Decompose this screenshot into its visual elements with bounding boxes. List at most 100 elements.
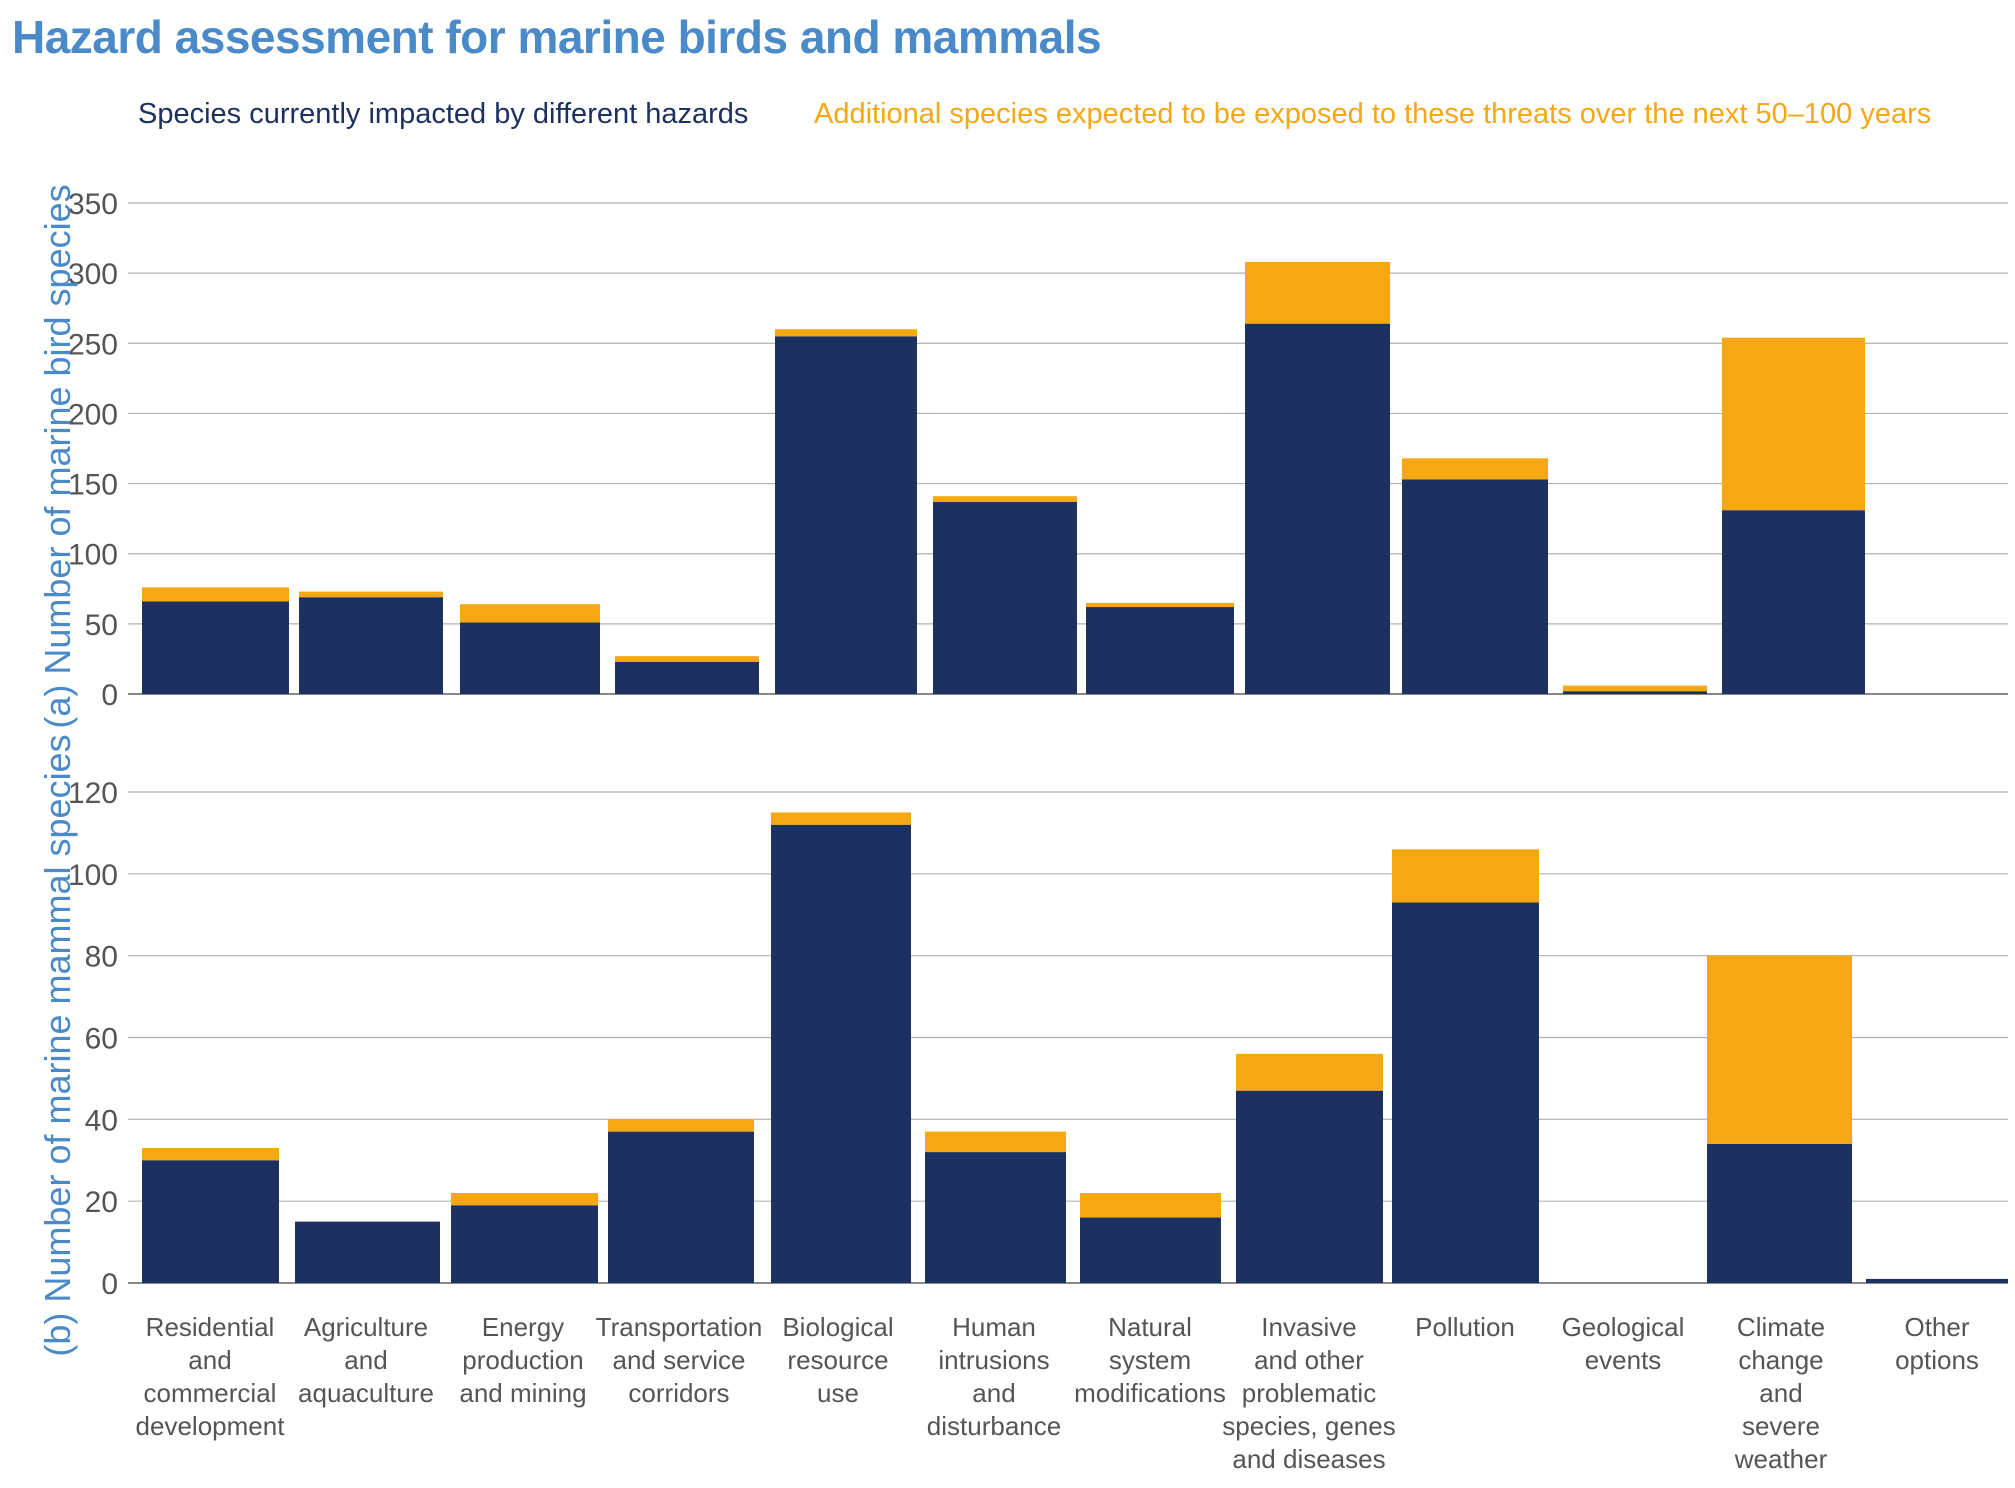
x-category-label-line: corridors <box>628 1378 729 1408</box>
x-category-label-line: options <box>1895 1345 1979 1375</box>
x-category-label-line: Invasive <box>1261 1312 1356 1342</box>
bird-bar-additional <box>775 329 917 337</box>
x-category-label: Other options <box>1895 1312 1979 1375</box>
mammal-y-tick-label: 60 <box>85 1023 118 1056</box>
x-category-label: Human intrusions and disturbance <box>927 1312 1061 1441</box>
x-category-label-line: weather <box>1734 1444 1828 1474</box>
mammal-bar-additional <box>925 1131 1066 1153</box>
x-category-label-line: production <box>462 1345 583 1375</box>
category-labels: Residential and commercial developmentAgric… <box>136 1312 1979 1474</box>
bird-y-tick-label: 200 <box>68 398 118 431</box>
mammal-y-tick-label: 40 <box>85 1104 118 1137</box>
mammal-bar-additional <box>1236 1053 1383 1091</box>
bird-bar-current <box>142 601 289 694</box>
x-category-label: Invasive and other problematic species, gen… <box>1222 1312 1395 1474</box>
x-category-label: Residential and commercial development <box>136 1312 286 1441</box>
bird-y-tick-label: 50 <box>85 609 118 642</box>
x-category-label: Agriculture and aquaculture <box>298 1312 434 1408</box>
x-category-label-line: and <box>1759 1378 1802 1408</box>
bird-bar-current <box>1722 510 1865 694</box>
x-category-label-line: and mining <box>459 1378 586 1408</box>
mammal-bar-current <box>1236 1090 1383 1283</box>
mammal-y-axis-label: (b) Number of marine mammal species <box>37 734 78 1356</box>
bird-bar-additional <box>1722 337 1865 511</box>
bird-bar-current <box>460 622 600 694</box>
x-category-label: Natural system modifications <box>1074 1312 1226 1408</box>
x-category-label-line: Geological <box>1562 1312 1685 1342</box>
x-category-label-line: and other <box>1254 1345 1364 1375</box>
x-category-label-line: and diseases <box>1232 1444 1385 1474</box>
mammal-y-tick-label: 100 <box>68 859 118 892</box>
mammal-bar-additional <box>1392 849 1539 903</box>
x-category-label: Geological events <box>1562 1312 1685 1375</box>
mammal-y-tick-label: 80 <box>85 941 118 974</box>
bird-y-tick-label: 250 <box>68 328 118 361</box>
mammal-bar-current <box>1866 1278 2008 1283</box>
legend-current-label: Species currently impacted by different … <box>138 98 749 130</box>
mammal-bar-current <box>142 1160 279 1283</box>
bird-y-tick-label: 0 <box>101 679 118 712</box>
x-category-label: Transportation and service corridors <box>596 1312 763 1408</box>
bird-bar-additional <box>933 496 1077 502</box>
x-category-label-line: and <box>188 1345 231 1375</box>
x-category-label-line: use <box>817 1378 859 1408</box>
mammal-bar-additional <box>771 812 911 825</box>
bird-bar-additional <box>460 604 600 623</box>
x-category-label-line: Pollution <box>1415 1312 1515 1342</box>
bird-bar-current <box>1402 479 1548 694</box>
x-category-label-line: and <box>972 1378 1015 1408</box>
bird-bar-additional <box>1245 261 1390 324</box>
x-category-label-line: Residential <box>146 1312 275 1342</box>
bird-bar-additional <box>1086 602 1234 608</box>
mammal-bar-additional <box>451 1192 598 1206</box>
bird-bar-additional <box>1402 458 1548 480</box>
x-category-label-line: disturbance <box>927 1411 1061 1441</box>
x-category-label-line: problematic <box>1242 1378 1376 1408</box>
bird-bar-current <box>299 597 443 694</box>
x-category-label: Biological resource use <box>782 1312 893 1408</box>
mammal-bar-current <box>608 1131 754 1283</box>
bird-bar-current <box>775 336 917 694</box>
bird-bar-additional <box>1563 685 1707 692</box>
bird-bar-current <box>1086 607 1234 694</box>
bird-bar-additional <box>615 656 759 662</box>
x-category-label-line: aquaculture <box>298 1378 434 1408</box>
x-category-label-line: Biological <box>782 1312 893 1342</box>
bird-y-tick-label: 100 <box>68 539 118 572</box>
x-category-label-line: severe <box>1742 1411 1820 1441</box>
bird-y-tick-label: 300 <box>68 258 118 291</box>
x-category-label-line: intrusions <box>938 1345 1049 1375</box>
mammal-y-tick-label: 20 <box>85 1186 118 1219</box>
mammal-bar-current <box>295 1221 440 1283</box>
bird-bar-additional <box>142 587 289 602</box>
x-category-label-line: events <box>1585 1345 1662 1375</box>
mammal-bar-additional <box>142 1147 279 1161</box>
mammal-bar-additional <box>1080 1192 1221 1218</box>
bird-bar-current <box>1245 323 1390 694</box>
x-category-label-line: species, genes <box>1222 1411 1395 1441</box>
mammal-bar-current <box>1080 1217 1221 1283</box>
mammal-bar-current <box>925 1152 1066 1283</box>
bird-bar-current <box>1563 691 1707 694</box>
x-category-label: Climate change and severe weather <box>1734 1312 1828 1474</box>
bird-bar-current <box>615 661 759 694</box>
mammal-bar-current <box>771 824 911 1283</box>
bird-y-tick-label: 150 <box>68 469 118 502</box>
bird-panel: 0 50 100 150 200 250 300 350(a) Number of marin… <box>37 184 2008 729</box>
x-category-label-line: Agriculture <box>304 1312 428 1342</box>
mammal-bar-additional <box>608 1119 754 1132</box>
legend-additional-label: Additional species expected to be expose… <box>814 98 1932 130</box>
x-category-label-line: system <box>1109 1345 1191 1375</box>
bird-bar-additional <box>299 591 443 598</box>
mammal-y-tick-label: 120 <box>68 777 118 810</box>
x-category-label: Energy production and mining <box>459 1312 586 1408</box>
bird-y-tick-label: 350 <box>68 188 118 221</box>
x-category-label-line: resource <box>787 1345 888 1375</box>
chart-title: Hazard assessment for marine birds and m… <box>12 11 1102 63</box>
mammal-panel: 0 20 40 60 80 100 120(b) Number of marine mamm… <box>37 734 2008 1357</box>
x-category-label-line: modifications <box>1074 1378 1226 1408</box>
mammal-bar-current <box>451 1205 598 1283</box>
x-category-label-line: Human <box>952 1312 1036 1342</box>
bird-bar-current <box>933 501 1077 694</box>
